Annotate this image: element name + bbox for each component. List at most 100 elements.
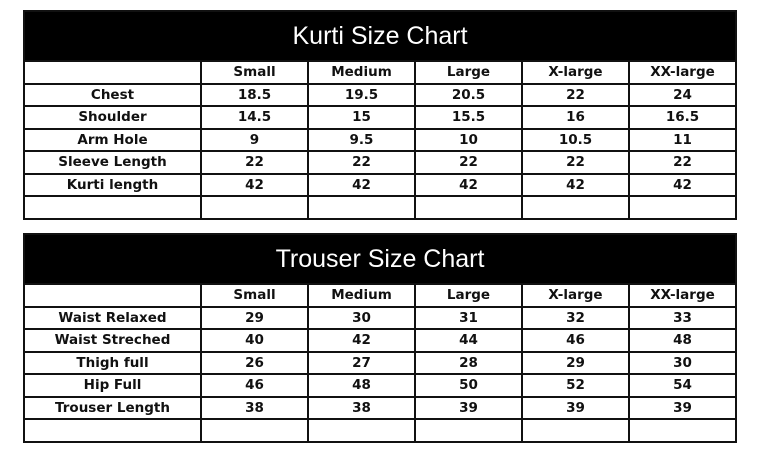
size-header-row: Small Medium Large X-large XX-large	[23, 283, 738, 308]
empty-cell	[307, 195, 416, 220]
measurement-value: 46	[521, 328, 630, 353]
size-header: X-large	[521, 60, 630, 85]
empty-cell	[200, 195, 309, 220]
kurti-title: Kurti Size Chart	[22, 10, 738, 62]
measurement-value: 44	[414, 328, 523, 353]
measurement-value: 15	[307, 105, 416, 130]
measurement-value: 22	[521, 82, 630, 107]
measurement-value: 22	[521, 150, 630, 175]
measurement-value: 38	[200, 395, 309, 420]
measurement-value: 52	[521, 373, 630, 398]
measurement-value: 11	[627, 127, 738, 152]
measurement-value: 22	[627, 150, 738, 175]
measurement-value: 39	[627, 395, 738, 420]
empty-cell	[23, 60, 202, 85]
empty-row	[23, 418, 738, 443]
measurement-value: 22	[307, 150, 416, 175]
table-row: Sleeve Length 22 22 22 22 22	[23, 150, 738, 175]
empty-cell	[23, 418, 202, 443]
table-row: Arm Hole 9 9.5 10 10.5 11	[23, 127, 738, 152]
empty-cell	[627, 195, 738, 220]
measurement-value: 48	[627, 328, 738, 353]
empty-cell	[23, 195, 202, 220]
measurement-value: 9	[200, 127, 309, 152]
measurement-value: 22	[414, 150, 523, 175]
measurement-value: 26	[200, 350, 309, 375]
measurement-label: Sleeve Length	[23, 150, 202, 175]
measurement-value: 33	[627, 305, 738, 330]
table-row: Kurti length 42 42 42 42 42	[23, 172, 738, 197]
measurement-label: Kurti length	[23, 172, 202, 197]
measurement-value: 16	[521, 105, 630, 130]
measurement-value: 18.5	[200, 82, 309, 107]
empty-cell	[23, 283, 202, 308]
measurement-value: 9.5	[307, 127, 416, 152]
measurement-value: 46	[200, 373, 309, 398]
size-header: X-large	[521, 283, 630, 308]
table-row: Thigh full 26 27 28 29 30	[23, 350, 738, 375]
measurement-value: 39	[521, 395, 630, 420]
size-header: Large	[414, 60, 523, 85]
size-header-row: Small Medium Large X-large XX-large	[23, 60, 738, 85]
size-header: XX-large	[627, 283, 738, 308]
measurement-value: 30	[627, 350, 738, 375]
measurement-label: Waist Streched	[23, 328, 202, 353]
measurement-value: 27	[307, 350, 416, 375]
measurement-value: 16.5	[627, 105, 738, 130]
table-row: Trouser Length 38 38 39 39 39	[23, 395, 738, 420]
kurti-size-table: Kurti Size Chart Small Medium Large X-large X…	[22, 10, 738, 220]
measurement-value: 48	[307, 373, 416, 398]
measurement-value: 14.5	[200, 105, 309, 130]
empty-row	[23, 195, 738, 220]
measurement-value: 22	[200, 150, 309, 175]
measurement-value: 24	[627, 82, 738, 107]
measurement-value: 42	[627, 172, 738, 197]
measurement-label: Thigh full	[23, 350, 202, 375]
table-row: Chest 18.5 19.5 20.5 22 24	[23, 82, 738, 107]
empty-cell	[307, 418, 416, 443]
table-row: Waist Streched 40 42 44 46 48	[23, 328, 738, 353]
measurement-label: Waist Relaxed	[23, 305, 202, 330]
empty-cell	[521, 195, 630, 220]
measurement-label: Shoulder	[23, 105, 202, 130]
measurement-value: 32	[521, 305, 630, 330]
measurement-value: 42	[414, 172, 523, 197]
measurement-label: Chest	[23, 82, 202, 107]
measurement-value: 10.5	[521, 127, 630, 152]
measurement-label: Trouser Length	[23, 395, 202, 420]
size-header: Small	[200, 283, 309, 308]
measurement-value: 42	[307, 172, 416, 197]
table-row: Waist Relaxed 29 30 31 32 33	[23, 305, 738, 330]
trouser-size-table: Trouser Size Chart Small Medium Large X-larg…	[22, 233, 738, 443]
empty-cell	[627, 418, 738, 443]
empty-cell	[414, 195, 523, 220]
measurement-value: 40	[200, 328, 309, 353]
measurement-value: 20.5	[414, 82, 523, 107]
table-row: Shoulder 14.5 15 15.5 16 16.5	[23, 105, 738, 130]
size-header: Large	[414, 283, 523, 308]
measurement-value: 19.5	[307, 82, 416, 107]
measurement-value: 31	[414, 305, 523, 330]
trouser-title: Trouser Size Chart	[22, 233, 738, 285]
size-header: Medium	[307, 283, 416, 308]
measurement-label: Arm Hole	[23, 127, 202, 152]
measurement-value: 28	[414, 350, 523, 375]
empty-cell	[414, 418, 523, 443]
empty-cell	[521, 418, 630, 443]
measurement-value: 30	[307, 305, 416, 330]
measurement-value: 29	[521, 350, 630, 375]
measurement-value: 39	[414, 395, 523, 420]
measurement-value: 50	[414, 373, 523, 398]
table-row: Hip Full 46 48 50 52 54	[23, 373, 738, 398]
measurement-value: 10	[414, 127, 523, 152]
measurement-value: 29	[200, 305, 309, 330]
measurement-value: 54	[627, 373, 738, 398]
size-header: Small	[200, 60, 309, 85]
measurement-value: 15.5	[414, 105, 523, 130]
size-header: Medium	[307, 60, 416, 85]
measurement-label: Hip Full	[23, 373, 202, 398]
measurement-value: 38	[307, 395, 416, 420]
measurement-value: 42	[200, 172, 309, 197]
size-header: XX-large	[627, 60, 738, 85]
measurement-value: 42	[521, 172, 630, 197]
